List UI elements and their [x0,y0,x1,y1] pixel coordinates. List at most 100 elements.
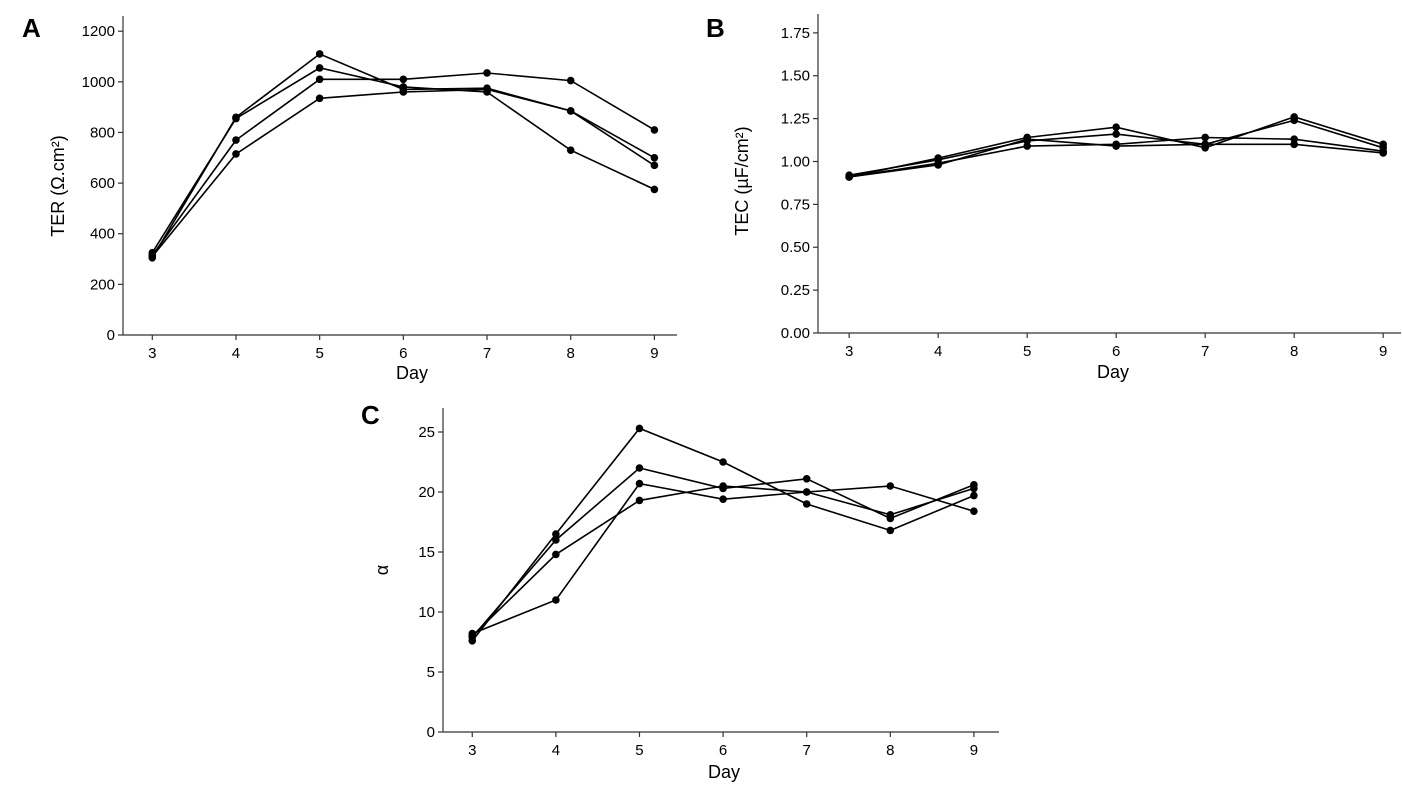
panel-a-y-tick-label: 1000 [82,74,115,91]
panel-c-ticks: 3 4 5 6 7 8 9 0 5 10 15 20 25 [418,424,978,759]
panel-b-ticks: 3 4 5 6 7 8 9 0.00 0.25 0.50 0.75 1.00 1.25 1.50 1.75 [781,25,1388,360]
panel-b-series-4-point [1290,140,1298,149]
panel-b-series-4-point [1379,149,1387,157]
panel-a-series-4-point [399,88,408,96]
panel-c-series-2-point [552,596,560,604]
panel-b-y-tick-label: 0.25 [781,282,810,299]
panel-a-series-4-point [650,161,659,170]
panel-c-series-3-line [471,467,975,638]
panel-b-series-4-point [845,173,853,181]
panel-a-x-axis-label: Day [396,363,428,383]
panel-a-y-tick-label: 400 [90,226,115,243]
panel-c-series-2-line [472,482,975,635]
panel-c-series-1-point [635,424,644,433]
panel-c-series-1-point [802,500,811,508]
panel-c-y-tick-label: 25 [418,424,435,441]
panel-b-series-4-point [1112,142,1120,150]
panel-a-ticks: 3 4 5 6 7 8 9 0 200 400 600 800 1000 1200 [82,23,659,362]
panel-a-series-3-point [232,136,240,144]
panel-c-series-3-point [635,464,644,472]
panel-a-x-tick-label: 3 [148,345,156,362]
panel-a-series-2-point [566,146,575,154]
panel-b-y-tick-label: 0.50 [781,239,810,256]
panel-a-x-tick-label: 7 [483,345,491,362]
panel-b-y-tick-label: 1.25 [781,111,810,128]
panel-c-series-2-point [719,495,727,504]
panel-b-series-2-point [1290,116,1298,125]
panel-a-axes [122,16,677,336]
panel-c-series-4-point [802,488,811,496]
panel-c-series-2-point [635,479,644,488]
panel-c-series-2-point [970,507,978,515]
panel-c-x-tick-label: 9 [970,742,978,759]
panel-a-x-tick-label: 8 [567,345,575,362]
panel-c-y-tick-label: 0 [427,724,435,741]
panel-c-y-axis-label: α [372,565,392,575]
panel-a-x-tick-label: 9 [650,345,658,362]
panel-a-series-3-point [650,126,659,134]
panel-b-x-tick-label: 7 [1201,343,1209,360]
panel-a-series-3-point [483,69,491,77]
panel-c-x-tick-label: 8 [886,742,894,759]
panel-a-y-tick-label: 600 [90,175,115,192]
panel-c-y-tick-label: 15 [418,544,435,561]
panel-a-y-tick-label: 200 [90,276,115,293]
panel-b-y-tick-label: 0.75 [781,196,810,213]
panel-b-x-axis-label: Day [1097,362,1129,382]
panel-c-series-4-point [970,484,978,493]
panel-a-x-tick-label: 5 [315,345,323,362]
panel-b-series-4-point [1023,135,1031,143]
panel-c-series-3-point [552,536,560,544]
panel-c: C 3 4 5 6 7 8 9 0 5 10 15 20 25 Day α [361,400,999,782]
panel-c-x-tick-label: 4 [552,742,560,759]
panel-b-x-tick-label: 6 [1112,343,1120,360]
panel-b-series-3-point [1023,142,1031,150]
panel-c-y-tick-label: 10 [418,604,435,621]
panel-a-series-2-point [650,185,659,194]
panel-c-series-1-point [552,530,560,538]
panel-b-y-tick-label: 0.00 [781,325,810,342]
panel-c-x-tick-label: 3 [468,742,476,759]
panel-a-y-tick-label: 0 [107,327,115,344]
panel-a-series-4-point [483,85,491,94]
panel-a-y-tick-label: 800 [90,124,115,141]
panel-c-x-tick-label: 5 [635,742,643,759]
panel-b-y-axis-label: TEC (µF/cm²) [732,126,752,235]
panel-b-y-tick-label: 1.50 [781,68,810,85]
panel-a: A 3 4 5 6 7 8 9 0 200 400 600 800 1000 1200 Day TER (… [22,13,677,383]
panel-b: B 3 4 5 6 7 8 9 0.00 0.25 0.50 0.75 1.00 1.25 1.50 1.7… [706,13,1401,382]
panel-b-axes [817,14,1401,334]
panel-a-series-3-point [566,76,575,85]
panel-a-series-1-point [650,153,659,162]
panel-c-x-tick-label: 6 [719,742,727,759]
panel-a-series-4-point [148,252,157,261]
panel-c-y-tick-label: 5 [427,664,435,681]
panel-b-series [845,113,1387,181]
panel-a-series-1-point [315,50,324,58]
panel-b-x-tick-label: 8 [1290,343,1298,360]
panel-c-series-4-point [719,482,727,490]
panel-a-series-3-point [399,75,408,84]
panel-c-series-1-point [970,491,978,500]
panel-a-series-4-point [232,150,240,158]
panel-a-letter: A [22,13,41,43]
panel-c-series-1-point [719,458,727,466]
panel-b-series-4-point [1201,140,1209,149]
panel-c-axes [442,408,999,733]
panel-b-x-tick-label: 9 [1379,343,1387,360]
panel-c-series-3-point [802,475,811,483]
panel-a-series-2-point [315,64,324,72]
panel-a-series-4-line [151,88,655,258]
panel-c-x-tick-label: 7 [803,742,811,759]
panel-a-series-3-point [315,75,324,84]
panel-b-y-tick-label: 1.00 [781,153,810,170]
panel-c-series-4-point [886,511,895,519]
panel-c-series [468,424,978,645]
panel-b-x-tick-label: 3 [845,343,853,360]
panel-c-series-4-point [552,550,560,559]
panel-b-series-1-point [1112,123,1120,131]
panel-b-series-4-point [934,161,942,169]
panel-c-series-4-line [471,485,975,637]
panel-c-series-4-point [468,632,477,640]
panel-c-series-2-point [886,482,895,490]
